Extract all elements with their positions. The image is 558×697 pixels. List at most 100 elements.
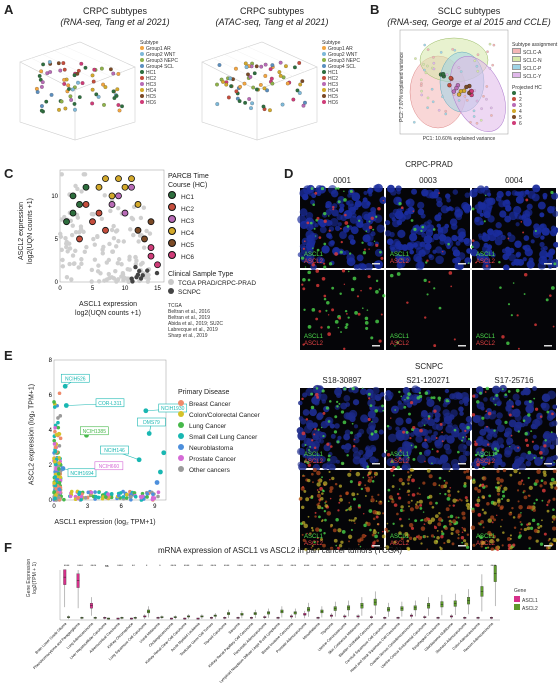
nucleus <box>524 208 533 217</box>
nucleus <box>496 424 505 433</box>
nucleus <box>379 392 385 397</box>
hc-label: HC2 <box>181 206 195 213</box>
x-tick-label: 0 <box>58 286 62 292</box>
tcga-point <box>108 208 113 214</box>
tcga-point <box>67 261 72 267</box>
ref-5: Sharp et al., 2019 <box>168 333 208 339</box>
disease-legend-item: Small Cell Lung Cancer <box>178 433 288 442</box>
nucleus <box>364 262 373 271</box>
signal-dot <box>460 499 463 502</box>
significance-label: **** <box>331 564 337 568</box>
cell-line-point <box>151 492 155 497</box>
signal-dot <box>418 487 421 489</box>
signal-dot <box>477 513 482 517</box>
panel-e-legend: Primary Disease Breast Cancer Colon/Color… <box>178 388 288 477</box>
signal-dot <box>546 509 550 513</box>
hc-point <box>76 201 83 208</box>
nucleus <box>450 458 460 468</box>
signal-dot <box>457 450 460 454</box>
gene-legend-ascl2: ASCL2 <box>514 604 556 612</box>
color-swatch-icon <box>512 72 521 78</box>
data-point <box>35 90 40 94</box>
signal-dot <box>337 326 340 329</box>
signal-dot <box>552 497 556 501</box>
signal-dot <box>541 488 546 493</box>
data-point <box>56 61 61 66</box>
nucleus <box>361 199 371 209</box>
signal-dot <box>367 417 371 421</box>
signal-dot <box>406 478 411 482</box>
tcga-point <box>73 248 78 254</box>
nucleus <box>511 190 518 196</box>
sample-point <box>432 61 436 65</box>
signal-dot <box>362 512 365 515</box>
legend-label: HC6 <box>328 100 339 106</box>
significance-label: **** <box>171 564 177 568</box>
legend-label: ASCL1 <box>522 598 538 604</box>
projected-hc-point <box>458 89 464 94</box>
signal-dot <box>533 528 538 533</box>
data-point <box>76 68 81 73</box>
signal-dot <box>326 301 330 305</box>
legend-label: SCLC-Y <box>523 74 542 80</box>
signal-dot <box>497 492 500 496</box>
nucleus <box>388 433 397 443</box>
nucleus <box>514 459 522 466</box>
nucleus <box>496 412 503 419</box>
data-point <box>39 69 44 74</box>
marker1-label: ASCL1 <box>304 534 324 540</box>
signal-dot <box>449 487 452 489</box>
signal-dot <box>457 533 460 536</box>
color-dot-icon <box>512 109 516 113</box>
panel-f-title: mRNA expression of ASCL1 vs ASCL2 in pan… <box>157 546 403 555</box>
signal-dot <box>438 399 441 402</box>
signal-dot <box>316 536 319 539</box>
marker2-label: ASCL2 <box>390 259 410 265</box>
signal-dot <box>476 503 480 508</box>
nucleus <box>358 449 364 456</box>
signal-dot <box>390 468 394 473</box>
significance-label: **** <box>237 564 243 568</box>
signal-dot <box>507 303 511 306</box>
nucleus <box>453 427 460 434</box>
signal-dot <box>541 519 543 522</box>
legend-item: SCLC-A <box>512 48 558 56</box>
sample-id-label: 0004 <box>505 176 523 185</box>
nucleus <box>417 421 424 428</box>
signal-dot <box>507 390 511 393</box>
signal-dot <box>553 480 557 485</box>
grid-line <box>212 57 270 86</box>
nucleus <box>487 228 494 236</box>
signal-dot <box>450 532 454 535</box>
nucleus <box>433 431 438 436</box>
signal-dot <box>351 422 354 425</box>
nucleus <box>432 233 440 241</box>
data-point <box>259 64 264 69</box>
data-point <box>90 87 95 92</box>
signal-dot <box>479 535 483 540</box>
nucleus <box>476 252 485 261</box>
cell-line-point <box>56 495 61 500</box>
tcga-point <box>64 244 69 250</box>
signal-dot <box>452 519 457 524</box>
tcga-point <box>114 244 119 249</box>
nucleus <box>314 400 320 406</box>
title-line1: CRPC subtypes <box>239 6 305 16</box>
signal-dot <box>489 539 494 544</box>
scale-bar <box>372 263 380 265</box>
ref-3: Abida et al., 2019; SU2C <box>168 321 224 327</box>
signal-dot <box>506 341 510 345</box>
signal-dot <box>412 426 416 430</box>
signal-dot <box>543 444 547 448</box>
signal-dot <box>365 486 370 491</box>
sample-id-label: 0001 <box>333 176 351 185</box>
signal-dot <box>302 287 306 291</box>
cell-line-point <box>56 420 60 425</box>
signal-dot <box>418 499 423 504</box>
signal-dot <box>480 520 484 524</box>
tcga-point <box>79 257 84 262</box>
legend-label: 1 <box>519 91 522 97</box>
scale-bar <box>544 345 552 347</box>
signal-dot <box>328 262 333 266</box>
